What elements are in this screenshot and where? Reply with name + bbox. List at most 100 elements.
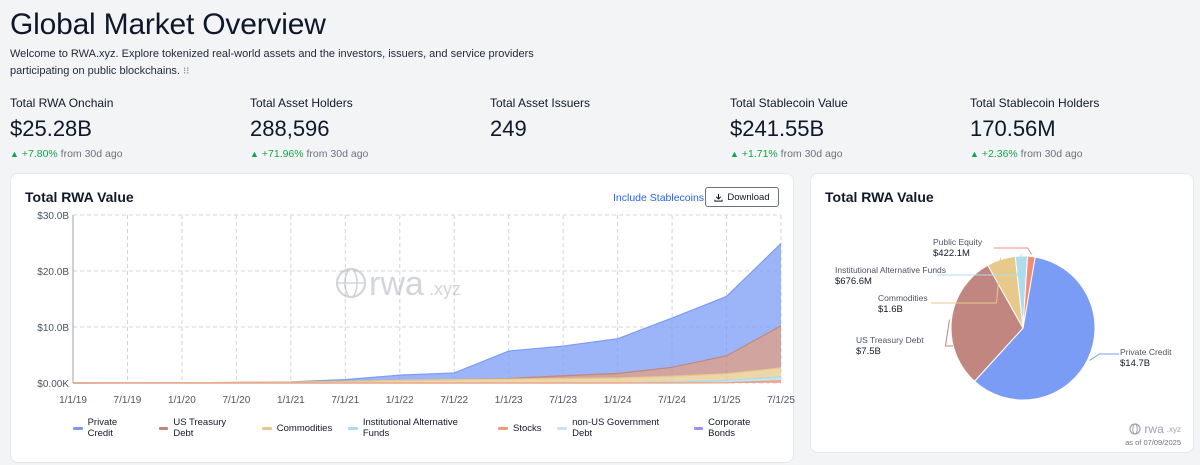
y-tick-label: $30.0B [37,211,69,222]
globe-icon [1129,423,1142,435]
slice-value: $676.6M [835,276,872,287]
stat-label: Total Stablecoin Holders [970,96,1100,110]
pie-leader-line [944,319,953,347]
card-title: Total RWA Value [825,189,934,205]
chart-legend: Private Credit US Treasury Debt Commoditie… [73,417,793,439]
series-line [73,380,782,384]
x-tick-label: 1/1/24 [604,395,632,406]
x-tick-label: 7/1/20 [222,395,250,406]
slice-name: Public Equity [933,237,983,247]
stat-label: Total RWA Onchain [10,96,114,110]
area-private-credit [73,243,781,383]
delta-percent: +2.36% [981,148,1018,160]
x-tick-label: 7/1/19 [114,395,142,406]
legend-swatch [348,426,358,430]
pie-chart-card: Total RWA Value Public Equity $422.1M Ins… [810,173,1194,453]
legend-label: Stocks [512,422,542,434]
slice-name: Commodities [878,293,928,303]
watermark-suffix: .xyz [1166,424,1181,434]
up-arrow-icon: ▲ [730,149,739,159]
area-watermark: rwa .xyz [335,265,461,303]
legend-item[interactable]: Stocks [497,417,542,439]
delta-suffix: from 30d ago [780,148,843,160]
pie-leader-line [931,257,1001,304]
series-line [72,243,782,384]
delta-suffix: from 30d ago [1020,148,1083,160]
intro-paragraph: Welcome to RWA.xyz. Explore tokenized re… [10,48,534,77]
pie-leader-line [937,253,1022,276]
slice-value: $422.1M [933,248,970,259]
include-stablecoins-link[interactable]: Include Stablecoins [613,192,705,204]
series-line [72,367,782,384]
legend-swatch [73,426,83,430]
area-chart-card: Total RWA Value Include Stablecoins Down… [10,173,795,463]
delta-percent: +71.96% [261,148,304,160]
pie-chart [931,247,1119,401]
y-tick-label: $10.0B [37,323,69,334]
stat-stablecoin-value: Total Stablecoin Value $241.55B ▲ +1.71%… [730,96,960,160]
slice-value: $14.7B [1120,358,1151,369]
legend-swatch [557,426,568,430]
stat-label: Total Asset Holders [250,96,353,110]
legend-item[interactable]: Private Credit [73,417,143,439]
stat-value: $241.55B [730,116,825,141]
slice-name: US Treasury Debt [856,335,924,345]
pie-slice-us-treasury-debt [950,264,1024,382]
stat-asset-issuers: Total Asset Issuers 249 [490,96,720,142]
x-tick-label: 1/1/23 [495,395,523,406]
stat-value: 170.56M [970,116,1056,141]
pie-slice-private-credit [973,256,1096,401]
stat-delta: ▲ +2.36% from 30d ago [970,148,1200,160]
legend-swatch [261,426,272,430]
as-of-date: as of 07/09/2025 [1125,438,1181,447]
globe-icon [335,267,367,299]
slice-name: Institutional Alternative Funds [835,265,947,275]
x-tick-label: 1/1/19 [59,395,87,406]
stat-label: Total Stablecoin Value [730,96,848,110]
download-icon [714,193,723,202]
info-icon[interactable]: ⁝⁝ [183,66,190,77]
legend-item[interactable]: non-US Government Debt [557,417,677,439]
slice-value: $7.5B [856,346,881,357]
up-arrow-icon: ▲ [10,149,19,159]
stat-stablecoin-holders: Total Stablecoin Holders 170.56M ▲ +2.36… [970,96,1200,160]
x-tick-label: 7/1/24 [658,395,686,406]
stat-value: 288,596 [250,116,330,141]
legend-label: US Treasury Debt [173,417,227,439]
x-tick-label: 1/1/21 [277,395,305,406]
watermark-suffix: .xyz [429,279,461,299]
up-arrow-icon: ▲ [970,149,979,159]
series-line [73,376,782,384]
x-tick-label: 1/1/20 [168,395,196,406]
pie-label-private-credit: Private Credit $14.7B [1120,347,1172,369]
legend-swatch [497,426,508,430]
area-institutional-alternative-funds [73,376,781,383]
legend-label: Institutional Alternative Funds [362,417,458,439]
series-line [72,325,782,384]
pie-label-inst-alt: Institutional Alternative Funds $676.6M [835,265,946,287]
legend-item[interactable]: Corporate Bonds [693,417,777,439]
download-button[interactable]: Download [705,187,779,207]
legend-item[interactable]: US Treasury Debt [158,417,246,439]
legend-item[interactable]: Commodities [261,417,333,439]
stat-rwa-onchain: Total RWA Onchain $25.28B ▲ +7.80% from … [10,96,240,160]
slice-value: $1.6B [878,304,903,315]
slice-name: Private Credit [1120,347,1172,357]
stat-delta: ▲ +1.71% from 30d ago [730,148,960,160]
watermark-text: rwa [1144,422,1164,436]
y-tick-label: $20.0B [37,267,69,278]
delta-percent: +7.80% [21,148,58,160]
legend-label: Private Credit [87,417,118,439]
card-title: Total RWA Value [25,189,134,205]
area-stocks [73,380,781,383]
watermark-text: rwa [369,265,424,303]
area-commodities [73,367,781,383]
legend-label: Commodities [276,422,333,434]
stat-label: Total Asset Issuers [490,96,591,110]
legend-swatch [693,426,704,430]
delta-percent: +1.71% [741,148,778,160]
x-tick-label: 1/1/22 [386,395,414,406]
legend-item[interactable]: Institutional Alternative Funds [348,417,482,439]
pie-leader-line [1089,353,1119,361]
y-tick-label: $0.00K [37,379,69,390]
